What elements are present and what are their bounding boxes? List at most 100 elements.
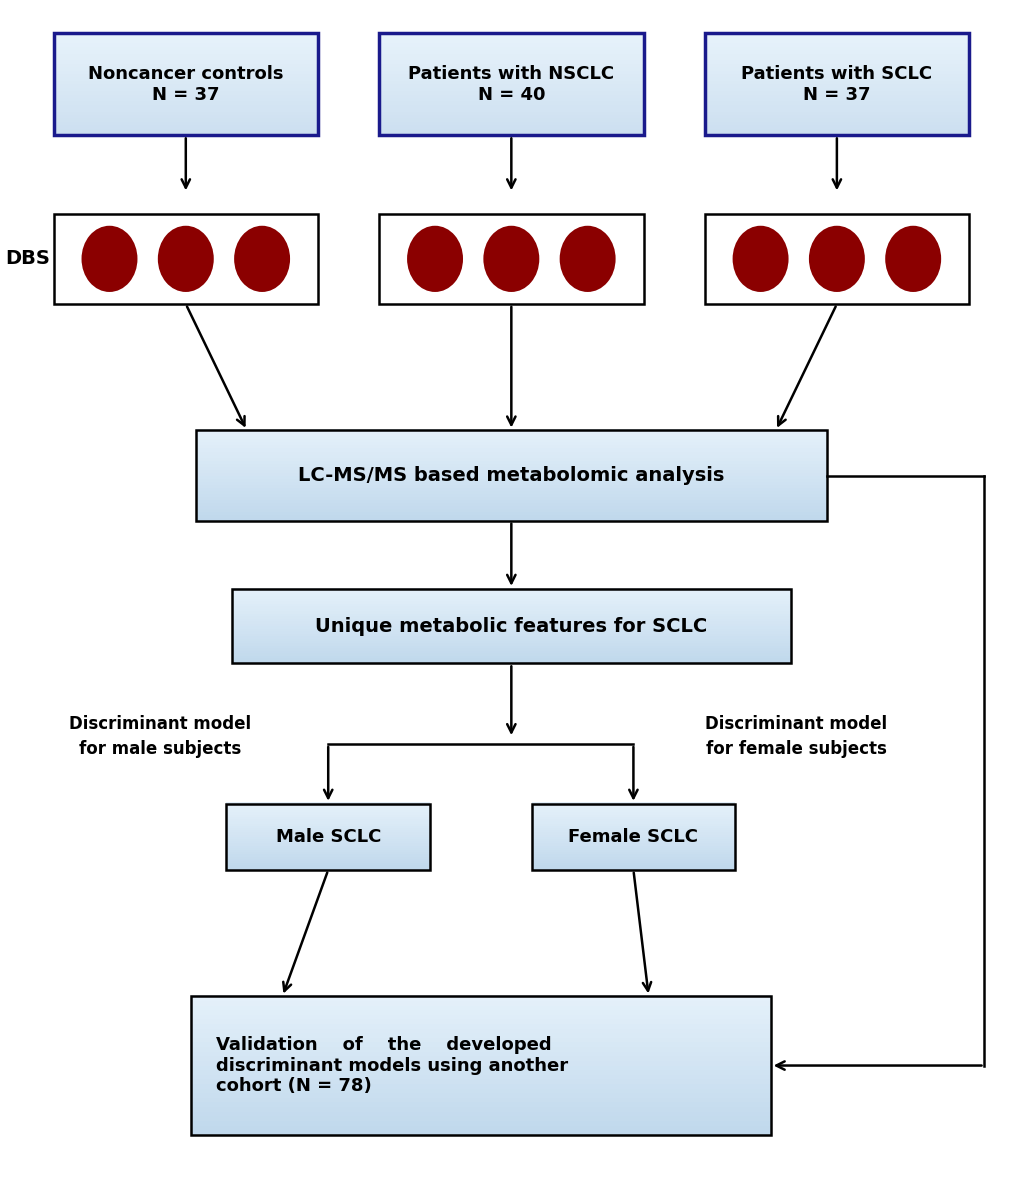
FancyBboxPatch shape — [704, 214, 968, 303]
FancyBboxPatch shape — [53, 131, 318, 135]
FancyBboxPatch shape — [231, 655, 791, 659]
FancyBboxPatch shape — [53, 35, 318, 40]
FancyBboxPatch shape — [379, 111, 643, 114]
Text: DBS: DBS — [6, 249, 51, 268]
FancyBboxPatch shape — [231, 604, 791, 609]
FancyBboxPatch shape — [704, 35, 968, 40]
FancyBboxPatch shape — [191, 1092, 770, 1098]
FancyBboxPatch shape — [226, 802, 430, 805]
FancyBboxPatch shape — [196, 496, 825, 500]
FancyBboxPatch shape — [704, 128, 968, 132]
FancyBboxPatch shape — [231, 610, 791, 614]
FancyBboxPatch shape — [531, 838, 735, 842]
Text: Discriminant model
for male subjects: Discriminant model for male subjects — [69, 715, 251, 759]
FancyBboxPatch shape — [196, 468, 825, 472]
FancyBboxPatch shape — [226, 807, 430, 810]
FancyBboxPatch shape — [53, 124, 318, 129]
FancyBboxPatch shape — [531, 809, 735, 813]
FancyBboxPatch shape — [226, 851, 430, 855]
FancyBboxPatch shape — [531, 825, 735, 828]
FancyBboxPatch shape — [226, 843, 430, 845]
FancyBboxPatch shape — [704, 131, 968, 135]
FancyBboxPatch shape — [53, 52, 318, 57]
FancyBboxPatch shape — [196, 504, 825, 508]
FancyBboxPatch shape — [196, 459, 825, 464]
FancyBboxPatch shape — [191, 1125, 770, 1131]
FancyBboxPatch shape — [191, 1110, 770, 1116]
FancyBboxPatch shape — [226, 831, 430, 834]
FancyBboxPatch shape — [231, 627, 791, 631]
FancyBboxPatch shape — [379, 46, 643, 51]
FancyBboxPatch shape — [196, 442, 825, 445]
FancyBboxPatch shape — [531, 855, 735, 858]
FancyBboxPatch shape — [704, 46, 968, 51]
FancyBboxPatch shape — [531, 854, 735, 857]
FancyBboxPatch shape — [191, 1027, 770, 1033]
FancyBboxPatch shape — [53, 87, 318, 92]
FancyBboxPatch shape — [531, 802, 735, 805]
FancyBboxPatch shape — [531, 843, 735, 845]
FancyBboxPatch shape — [531, 846, 735, 850]
FancyBboxPatch shape — [379, 90, 643, 94]
FancyBboxPatch shape — [196, 486, 825, 491]
FancyBboxPatch shape — [196, 478, 825, 482]
FancyBboxPatch shape — [379, 128, 643, 132]
Ellipse shape — [158, 226, 214, 293]
FancyBboxPatch shape — [226, 825, 430, 828]
FancyBboxPatch shape — [226, 864, 430, 868]
FancyBboxPatch shape — [231, 635, 791, 638]
FancyBboxPatch shape — [196, 462, 825, 466]
FancyBboxPatch shape — [704, 76, 968, 81]
FancyBboxPatch shape — [531, 864, 735, 868]
Ellipse shape — [559, 226, 615, 293]
Ellipse shape — [808, 226, 864, 293]
FancyBboxPatch shape — [53, 83, 318, 88]
FancyBboxPatch shape — [191, 1079, 770, 1084]
FancyBboxPatch shape — [379, 42, 643, 47]
FancyBboxPatch shape — [191, 1060, 770, 1066]
Text: Noncancer controls
N = 37: Noncancer controls N = 37 — [88, 65, 283, 104]
FancyBboxPatch shape — [704, 55, 968, 60]
FancyBboxPatch shape — [226, 816, 430, 819]
FancyBboxPatch shape — [531, 818, 735, 821]
FancyBboxPatch shape — [53, 96, 318, 101]
Ellipse shape — [407, 226, 463, 293]
FancyBboxPatch shape — [231, 597, 791, 601]
FancyBboxPatch shape — [379, 59, 643, 64]
FancyBboxPatch shape — [704, 104, 968, 108]
FancyBboxPatch shape — [196, 489, 825, 494]
FancyBboxPatch shape — [231, 660, 791, 663]
FancyBboxPatch shape — [231, 650, 791, 654]
FancyBboxPatch shape — [231, 637, 791, 641]
FancyBboxPatch shape — [379, 49, 643, 53]
FancyBboxPatch shape — [191, 1082, 770, 1088]
FancyBboxPatch shape — [231, 592, 791, 596]
Text: Female SCLC: Female SCLC — [568, 828, 698, 845]
FancyBboxPatch shape — [53, 104, 318, 108]
FancyBboxPatch shape — [231, 602, 791, 606]
Ellipse shape — [884, 226, 941, 293]
FancyBboxPatch shape — [704, 117, 968, 122]
FancyBboxPatch shape — [191, 1074, 770, 1079]
FancyBboxPatch shape — [231, 608, 791, 612]
FancyBboxPatch shape — [196, 450, 825, 454]
FancyBboxPatch shape — [53, 42, 318, 47]
FancyBboxPatch shape — [379, 214, 643, 303]
FancyBboxPatch shape — [196, 474, 825, 478]
FancyBboxPatch shape — [196, 466, 825, 470]
FancyBboxPatch shape — [196, 514, 825, 518]
Text: Discriminant model
for female subjects: Discriminant model for female subjects — [704, 715, 887, 759]
FancyBboxPatch shape — [226, 838, 430, 842]
FancyBboxPatch shape — [196, 438, 825, 442]
FancyBboxPatch shape — [531, 814, 735, 818]
FancyBboxPatch shape — [531, 828, 735, 832]
FancyBboxPatch shape — [704, 31, 968, 36]
FancyBboxPatch shape — [379, 93, 643, 98]
FancyBboxPatch shape — [379, 104, 643, 108]
FancyBboxPatch shape — [226, 854, 430, 857]
FancyBboxPatch shape — [53, 59, 318, 64]
FancyBboxPatch shape — [231, 645, 791, 649]
FancyBboxPatch shape — [196, 436, 825, 439]
FancyBboxPatch shape — [226, 862, 430, 866]
FancyBboxPatch shape — [196, 517, 825, 520]
